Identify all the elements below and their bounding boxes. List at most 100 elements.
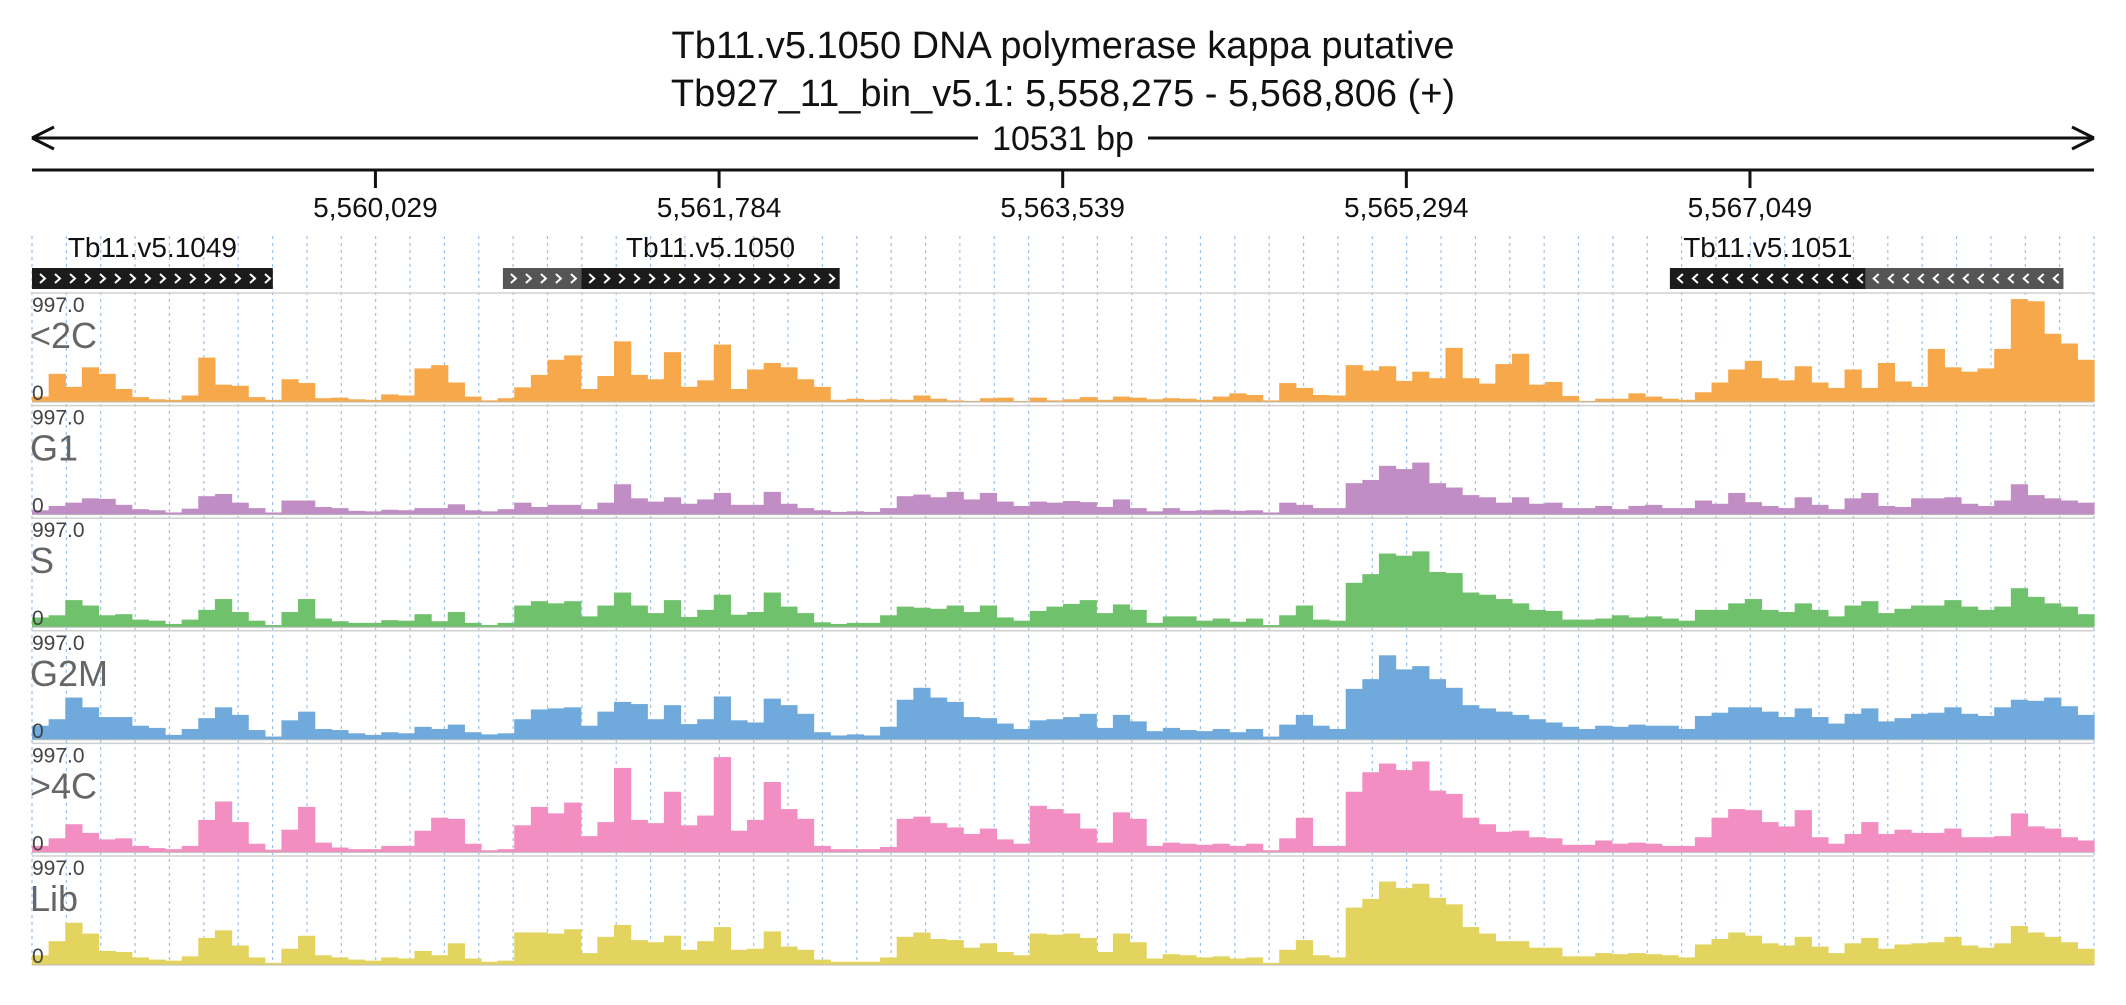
track-5-bar-68 (1162, 954, 1181, 965)
track-5-bar-60 (1029, 933, 1047, 965)
track-5-bar-8 (165, 960, 183, 965)
track-0-bar-123 (2077, 359, 2095, 402)
track-5-bar-122 (2060, 942, 2078, 965)
track-3-bar-109 (1844, 713, 1862, 740)
gene-2-cds-strand-chevron-7 (1781, 273, 1789, 284)
track-4-bar-69 (1179, 843, 1197, 853)
track-0-bar-34 (597, 376, 615, 402)
track-3-bar-4 (98, 717, 116, 740)
track-5-bar-106 (1794, 936, 1812, 965)
track-4-bar-90 (1528, 837, 1546, 853)
track-5-bar-97 (1645, 954, 1663, 965)
track-1-bar-0 (32, 510, 50, 515)
track-3-bar-105 (1778, 717, 1796, 740)
track-1-bar-44 (763, 491, 781, 515)
track-5-bar-117 (1977, 947, 1995, 965)
track-2-bar-11 (214, 599, 233, 628)
track-5-bar-15 (281, 948, 299, 965)
track-2-bar-80 (1362, 574, 1380, 628)
track-3-bar-108 (1827, 723, 1846, 740)
track-1-bar-71 (1212, 509, 1230, 515)
gene-0-cds-strand-chevron-6 (129, 273, 137, 284)
track-3-bar-77 (1312, 725, 1330, 740)
track-0-bar-50 (863, 399, 881, 402)
gene-0-cds-strand-chevron-2 (69, 273, 77, 284)
track-0-bar-66 (1129, 397, 1147, 402)
track-5-bar-94 (1595, 953, 1613, 965)
track-0-bar-26 (464, 396, 482, 402)
track-4-bar-51 (880, 846, 898, 853)
track-5-bar-47 (813, 959, 831, 965)
track-1-bar-36 (630, 498, 648, 515)
track-2-bar-108 (1827, 616, 1846, 628)
track-5-bar-44 (763, 931, 781, 965)
track-2-bar-89 (1511, 603, 1530, 628)
track-4-bar-96 (1628, 842, 1646, 853)
track-1-bar-57 (979, 492, 998, 515)
track-2-bar-60 (1029, 610, 1047, 628)
track-1-bar-9 (181, 508, 199, 515)
gene-0-cds-strand-chevron-12 (219, 273, 227, 284)
track-2-bar-56 (963, 612, 981, 628)
track-4-bar-0 (32, 845, 50, 853)
track-2-bar-20 (364, 622, 382, 628)
track-4-bar-48 (830, 849, 848, 853)
track-5-bar-115 (1944, 936, 1962, 965)
track-1-bar-21 (381, 509, 399, 515)
track-2-bar-78 (1329, 620, 1347, 628)
track-5-bar-46 (796, 949, 815, 965)
track-3-bar-35 (614, 701, 632, 740)
track-1-bar-62 (1063, 501, 1081, 515)
track-4-bar-121 (2044, 828, 2062, 853)
track-5-bar-19 (347, 959, 366, 965)
track-4-bar-65 (1112, 812, 1131, 853)
track-5-bar-92 (1561, 956, 1580, 965)
track-2-bar-51 (880, 615, 898, 628)
track-2-bar-47 (813, 622, 831, 628)
track-0-bar-72 (1229, 393, 1247, 402)
track-4-bar-75 (1279, 838, 1297, 853)
track-0: 997.0 0 <2C (30, 292, 2095, 405)
track-5-bar-2 (65, 922, 83, 965)
track-4-bar-53 (913, 816, 931, 853)
track-2-bar-98 (1661, 618, 1679, 628)
track-2-bar-81 (1378, 553, 1397, 628)
track-4-bar-117 (1977, 837, 1995, 853)
track-4-bar-23 (414, 830, 432, 853)
track-1-bar-1 (48, 505, 66, 515)
track-5-bar-38 (663, 935, 682, 965)
track-3-bar-7 (148, 727, 166, 740)
gene-0-cds-strand-chevron-11 (204, 273, 212, 284)
track-5-bar-110 (1861, 937, 1879, 965)
track-1-bar-116 (1960, 503, 1979, 515)
track-5-bar-32 (564, 929, 582, 965)
track-1-bar-23 (414, 508, 432, 515)
track-4: 997.0 0 >4C (30, 742, 2095, 855)
track-5-bar-17 (314, 955, 332, 965)
track-0-bar-5 (115, 389, 133, 402)
track-0-bar-95 (1611, 398, 1629, 402)
track-1-bar-5 (115, 504, 133, 515)
gene-1-cds-strand-chevron-14 (798, 273, 806, 284)
track-5-bar-87 (1478, 933, 1496, 965)
track-1-bar-50 (863, 511, 881, 515)
track-1-bar-49 (846, 511, 865, 515)
track-4-bar-50 (863, 849, 881, 853)
track-2-bar-18 (331, 621, 349, 628)
track-2-bar-71 (1212, 618, 1230, 628)
track-2-bar-70 (1196, 620, 1214, 628)
track-3-bar-23 (414, 726, 432, 740)
track-4-bar-113 (1911, 832, 1929, 853)
track-2-bar-22 (397, 620, 416, 628)
gene-1-cds-strand-chevron-13 (783, 273, 791, 284)
track-3-bar-44 (763, 698, 781, 740)
track-3-bar-46 (796, 713, 815, 740)
track-4-bar-2 (65, 824, 83, 853)
track-2-name: S (30, 540, 54, 581)
track-1: 997.0 0 G1 (30, 404, 2095, 518)
track-0-bar-35 (614, 341, 632, 402)
gene-2-utr-strand-chevron-9 (2007, 273, 2015, 284)
track-0-bar-82 (1395, 380, 1413, 402)
track-3: 997.0 0 G2M (30, 630, 2095, 743)
track-1-bar-100 (1694, 500, 1713, 515)
